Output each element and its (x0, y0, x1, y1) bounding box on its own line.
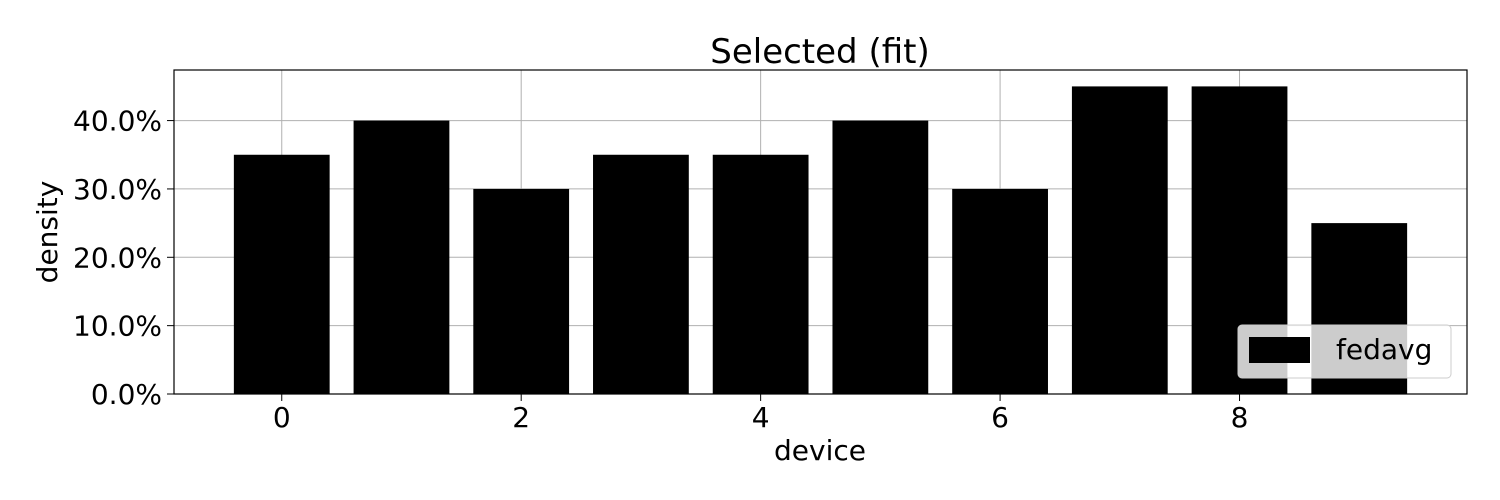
bar-device-7 (1071, 86, 1168, 394)
x-tick-label: 2 (512, 401, 530, 434)
x-tick-label: 8 (1231, 401, 1249, 434)
legend-swatch-fedavg (1249, 337, 1310, 363)
x-tick-label: 4 (752, 401, 770, 434)
y-axis-label: density (31, 181, 64, 284)
x-tick-label: 0 (273, 401, 291, 434)
bar-device-6 (952, 188, 1048, 394)
bar-device-4 (712, 154, 809, 394)
x-axis-ticks: 0 2 4 6 8 (273, 394, 1249, 434)
legend-label-fedavg: fedavg (1336, 333, 1432, 366)
bar-device-2 (473, 188, 570, 394)
bars (233, 86, 1408, 394)
x-axis-label: device (774, 434, 866, 467)
y-tick-label: 20.0% (73, 241, 162, 274)
bar-device-1 (353, 120, 450, 394)
plot-frame (173, 69, 1468, 395)
bar-device-0 (233, 154, 330, 394)
chart-title: Selected (fit) (710, 32, 929, 72)
y-axis-ticks: 0.0% 10.0% 20.0% 30.0% 40.0% (73, 105, 174, 411)
y-tick-label: 10.0% (73, 310, 162, 343)
y-tick-label: 40.0% (73, 105, 162, 138)
legend: fedavg (1237, 324, 1452, 379)
bar-device-5 (832, 120, 929, 394)
bar-device-3 (593, 154, 689, 394)
y-tick-label: 0.0% (91, 378, 162, 411)
y-tick-label: 30.0% (73, 173, 162, 206)
x-tick-label: 6 (991, 401, 1009, 434)
